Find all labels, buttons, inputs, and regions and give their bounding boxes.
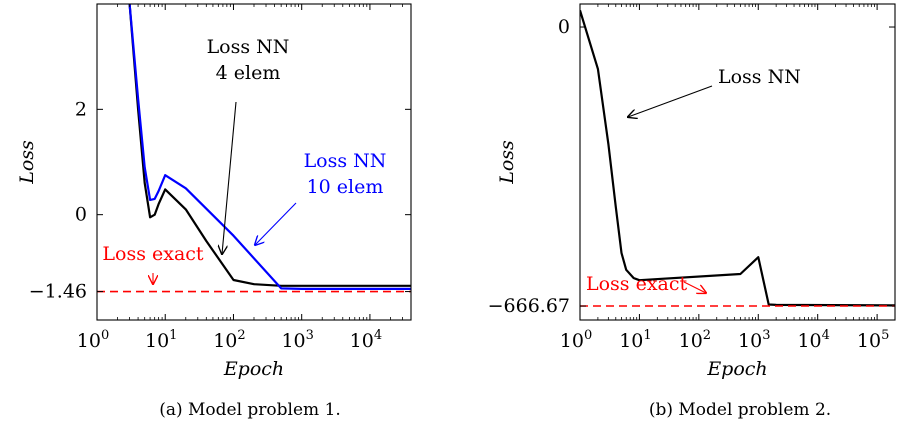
x-tick-label: 101	[145, 328, 177, 352]
x-tick-label: 100	[77, 328, 109, 352]
x-axis-label: Epoch	[223, 358, 284, 380]
x-tick-label: 100	[560, 328, 592, 352]
x-axis-label: Epoch	[706, 358, 767, 380]
x-tick-label: 102	[213, 328, 245, 352]
x-tick-label: 103	[281, 328, 313, 352]
figure-caption: (a) Model problem 1.	[159, 400, 341, 420]
series-line-loss-nn-4-elem	[128, 4, 411, 287]
annotation-label: Loss NN 4 elem	[207, 36, 290, 84]
series-line-loss-nn-10-elem	[128, 4, 411, 290]
y-tick-label: 0	[558, 16, 570, 38]
x-tick-label: 104	[797, 328, 829, 352]
plot-frame	[579, 3, 896, 321]
y-tick-label: −1.46	[29, 281, 87, 303]
x-tick-label: 105	[857, 328, 889, 352]
annotation-arrow	[222, 101, 237, 254]
y-axis-label: Loss	[16, 140, 38, 185]
annotation-arrow	[255, 202, 297, 245]
panel-a: 100 101 102 103 104 2 0 −1.46 Epoch Loss Loss NN 4 …	[16, 3, 412, 420]
annotation-arrow	[628, 85, 713, 117]
x-tick-label: 104	[350, 328, 382, 352]
panel-b: 100 101 102 103 104 105 0 −666.67 Epoch Loss Loss …	[488, 3, 896, 420]
annotation-label: Loss NN 10 elem	[304, 150, 387, 198]
annotation-label: Loss exact	[586, 273, 688, 295]
x-tick-label: 102	[679, 328, 711, 352]
series-line-loss-nn	[580, 9, 895, 307]
annotation-arrow	[683, 281, 706, 293]
figure-caption: (b) Model problem 2.	[649, 400, 831, 420]
x-tick-label: 101	[619, 328, 651, 352]
x-tick-label: 103	[738, 328, 770, 352]
annotation-label: Loss exact	[102, 243, 204, 265]
y-tick-label: −666.67	[488, 295, 570, 317]
y-axis-label: Loss	[496, 140, 518, 185]
y-tick-label: 2	[75, 98, 87, 120]
y-tick-label: 0	[75, 204, 87, 226]
annotation-label: Loss NN	[718, 66, 801, 88]
